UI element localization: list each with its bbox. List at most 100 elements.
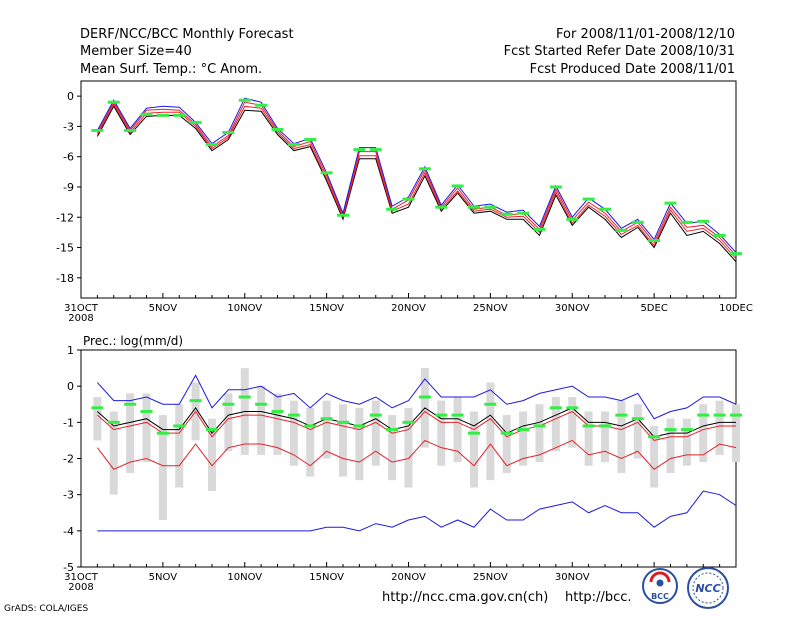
observed-marker: [615, 228, 628, 232]
observed-marker: [549, 406, 562, 410]
observed-marker: [156, 113, 169, 117]
observed-marker: [386, 207, 399, 211]
observed-marker: [238, 395, 251, 399]
envelope-lower-blue-line: [97, 490, 737, 532]
observed-marker: [386, 428, 399, 432]
distribution-box: [224, 393, 233, 452]
observed-marker: [680, 428, 693, 432]
distribution-box: [175, 404, 184, 488]
distribution-box: [371, 400, 380, 466]
observed-marker: [680, 220, 693, 224]
distribution-box: [551, 397, 560, 452]
observed-marker: [484, 205, 497, 209]
distribution-box: [322, 400, 331, 459]
distribution-box: [109, 411, 118, 495]
x-tick-label: 10NOV: [227, 303, 262, 314]
ncc-logo: NCC: [687, 567, 729, 609]
observed-marker: [206, 428, 218, 432]
y-tick-label: -9: [63, 181, 74, 194]
y-tick-label: 1: [67, 344, 74, 357]
observed-marker: [206, 143, 218, 147]
distribution-box: [404, 407, 413, 488]
observed-marker: [353, 148, 366, 152]
distribution-box: [453, 397, 462, 463]
distribution-box: [568, 397, 577, 448]
observed-marker: [730, 252, 742, 256]
observed-marker: [517, 211, 530, 215]
y-tick-label: -18: [56, 272, 74, 285]
distribution-box: [273, 393, 282, 455]
y-tick-label: -12: [56, 211, 74, 224]
observed-marker: [451, 184, 464, 188]
observed-marker: [337, 420, 349, 424]
ncc-url-link[interactable]: http://ncc.cma.gov.cn(ch): [382, 590, 549, 605]
envelope-upper-blue-line: [97, 374, 737, 420]
observed-marker: [287, 143, 300, 147]
x-tick-label: 31OCT: [64, 303, 99, 314]
observed-marker: [173, 113, 186, 117]
produced-date: Fcst Produced Date 2008/11/01: [529, 62, 735, 77]
observed-marker: [402, 420, 415, 424]
y-tick-label: -1: [63, 416, 74, 429]
observed-marker: [173, 424, 186, 428]
distribution-box: [617, 400, 626, 473]
x-tick-label: 10DEC: [719, 303, 753, 314]
distribution-box: [388, 415, 397, 481]
x-tick-label: 5NOV: [149, 572, 178, 583]
distribution-box: [519, 411, 528, 466]
observed-marker: [418, 395, 431, 399]
distribution-box: [470, 411, 478, 488]
observed-marker: [304, 138, 317, 142]
observed-marker: [435, 205, 448, 209]
bcc-url-link[interactable]: http://bcc.: [565, 590, 632, 605]
grads-credit: GrADS: COLA/IGES: [4, 604, 89, 614]
distribution-box: [502, 415, 511, 473]
distribution-box: [650, 425, 659, 488]
observed-marker: [238, 98, 251, 102]
x-tick-label: 15NOV: [309, 303, 344, 314]
observed-marker: [369, 148, 382, 152]
x-tick-label: 20NOV: [391, 303, 426, 314]
y-tick-label: -4: [63, 525, 74, 538]
observed-marker: [255, 103, 268, 107]
observed-marker: [304, 424, 317, 428]
x-tick-label: 25NOV: [473, 572, 508, 583]
observed-marker: [517, 428, 530, 432]
observed-marker: [566, 406, 579, 410]
observed-marker: [107, 100, 120, 104]
observed-marker: [369, 413, 382, 417]
observed-marker: [189, 120, 202, 124]
distribution-box: [633, 404, 642, 459]
y-tick-label: 0: [67, 380, 74, 393]
x-tick-label: 20NOV: [391, 572, 426, 583]
observed-marker: [91, 406, 104, 410]
observed-marker: [124, 402, 137, 406]
observed-marker: [533, 227, 546, 231]
x-tick-label: 5DEC: [640, 303, 667, 314]
variable-label: Mean Surf. Temp.: °C Anom.: [80, 62, 263, 77]
distribution-box: [339, 404, 347, 477]
x-tick-label: 31OCT: [64, 572, 99, 583]
distribution-box: [699, 404, 708, 463]
distribution-box: [732, 404, 740, 463]
distribution-box: [93, 397, 102, 441]
observed-marker: [451, 413, 464, 417]
observed-marker: [500, 212, 513, 216]
distribution-box: [158, 415, 167, 520]
y-tick-label: -3: [63, 120, 74, 133]
observed-marker: [435, 413, 448, 417]
observed-marker: [549, 185, 562, 189]
observed-marker: [631, 220, 644, 224]
observed-marker: [320, 417, 333, 421]
ensemble-mean-line: [96, 105, 737, 262]
distribution-box: [257, 386, 266, 455]
y-tick-label: -6: [63, 151, 74, 164]
distribution-box: [486, 382, 495, 481]
observed-marker: [91, 128, 104, 132]
observed-marker: [271, 409, 284, 413]
observed-marker: [337, 213, 349, 217]
observed-marker: [468, 205, 480, 209]
observed-marker: [271, 127, 284, 131]
observed-marker: [287, 413, 300, 417]
